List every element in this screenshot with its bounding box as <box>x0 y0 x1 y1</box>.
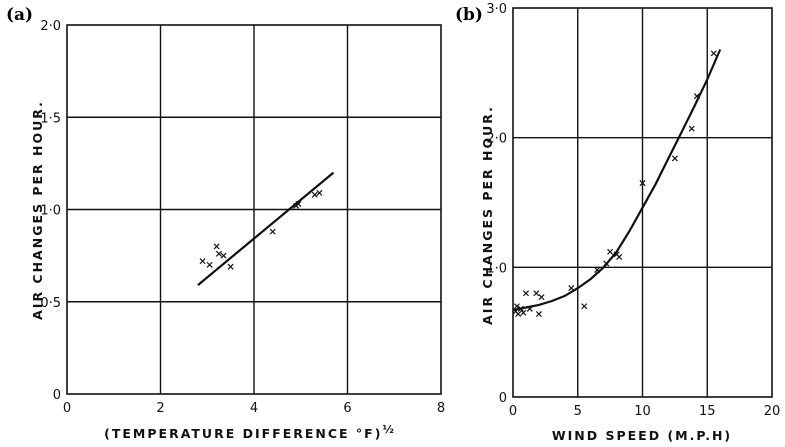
chart-b-data-point <box>603 260 610 267</box>
chart-a-grid <box>66 24 442 395</box>
chart-b-data-point <box>607 248 614 255</box>
chart-b-data-point <box>688 125 695 132</box>
chart-a-x-tick-label: 4 <box>250 401 258 416</box>
chart-a-x-tick-label: 8 <box>437 401 445 416</box>
chart-b-data-point <box>693 93 700 100</box>
chart-b-data-point <box>594 266 601 273</box>
chart-b-x-tick-label: 0 <box>509 404 517 419</box>
chart-b-data-point <box>616 253 623 260</box>
chart-a-y-tick-label: 1·5 <box>40 111 61 126</box>
chart-b-x-tick-label: 10 <box>634 404 651 419</box>
chart-a-x-tick-label: 0 <box>63 401 71 416</box>
chart-b-data-point <box>526 305 533 312</box>
chart-b-data-point <box>520 309 527 316</box>
chart-b-data-point <box>568 285 575 292</box>
chart-a-data-point <box>295 200 302 207</box>
chart-b-data-point <box>538 294 545 301</box>
chart-a-data-point <box>215 250 222 257</box>
chart-a-data-point <box>213 243 220 250</box>
chart-a-x-axis-title-exponent: ½ <box>382 423 395 436</box>
chart-b-data-point <box>710 50 717 57</box>
chart-a-y-tick-label: 2·0 <box>40 19 61 34</box>
chart-b-x-tick-label: 15 <box>699 404 716 419</box>
chart-b-data-point <box>639 180 646 187</box>
chart-b-grid <box>512 7 773 398</box>
chart-b-data-point <box>581 303 588 310</box>
chart-b-fit-line <box>512 49 722 312</box>
chart-b-data-point <box>517 305 524 312</box>
chart-a-data-point <box>220 252 227 259</box>
chart-a-ticks: 0 2 4 6 8 0 0·5 1·0 1·5 2·0 <box>40 19 445 416</box>
chart-b-y-tick-label: 2·0 <box>486 132 507 147</box>
chart-b-data-point <box>522 290 529 297</box>
chart-a-data-point <box>206 261 213 268</box>
panel-label-a: (a) <box>6 5 33 25</box>
chart-a-data-point <box>311 191 318 198</box>
chart-b-marks <box>512 49 722 318</box>
chart-b-x-tick-label: 5 <box>574 404 582 419</box>
chart-a-fit-line <box>197 171 335 286</box>
chart-b-y-axis-title: AIR CHANGES PER HOUR. <box>480 105 495 325</box>
chart-b-data-point <box>515 310 522 318</box>
chart-a-x-tick-label: 2 <box>156 401 164 416</box>
chart-b-data-point <box>535 310 542 318</box>
panel-label-b: (b) <box>455 5 483 25</box>
chart-a-data-point <box>269 228 276 235</box>
chart-b-data-point <box>533 290 540 297</box>
chart-panel-b: (b) 0 5 10 15 20 0 1·0 2·0 3·0 AIR CHANGES PER H… <box>455 2 780 443</box>
chart-a-x-axis-title: (TEMPERATURE DIFFERENCE °F)½ <box>104 423 396 441</box>
chart-b-x-axis-title: WIND SPEED (M.P.H) <box>552 428 732 443</box>
chart-b-data-point <box>671 155 678 162</box>
chart-b-x-tick-label: 20 <box>764 404 781 419</box>
chart-a-x-axis-title-text: (TEMPERATURE DIFFERENCE °F) <box>104 426 382 441</box>
chart-a-y-tick-label: 0·5 <box>40 296 61 311</box>
chart-a-x-tick-label: 6 <box>343 401 351 416</box>
chart-a-data-point <box>227 263 234 270</box>
chart-a-y-tick-label: 1·0 <box>40 204 61 219</box>
chart-b-ticks: 0 5 10 15 20 0 1·0 2·0 3·0 <box>486 2 780 419</box>
chart-b-y-tick-label: 0 <box>499 391 507 406</box>
chart-a-data-point <box>199 258 206 265</box>
chart-a-y-axis-title: AIR CHANGES PER HOUR. <box>30 100 45 320</box>
chart-a-y-tick-label: 0 <box>53 388 61 403</box>
chart-a-data-point <box>316 189 323 196</box>
chart-a-marks <box>197 171 335 286</box>
chart-b-y-tick-label: 1·0 <box>486 261 507 276</box>
chart-b-y-tick-label: 3·0 <box>486 2 507 17</box>
chart-panel-a: (a) 0 2 4 6 8 0 0·5 1·0 1·5 2·0 AIR CHANGES PER H… <box>6 5 445 441</box>
chart-b-data-point <box>513 303 520 310</box>
